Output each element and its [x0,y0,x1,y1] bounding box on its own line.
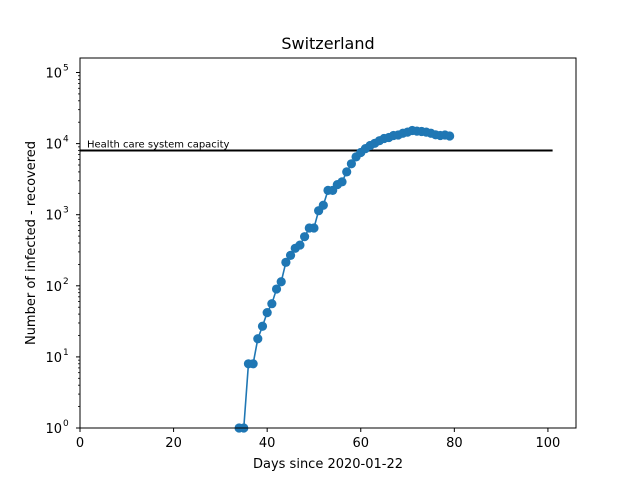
data-point [295,240,305,250]
capacity-label: Health care system capacity [87,140,229,151]
data-point [337,177,347,187]
y-tick-exponent: 3 [63,206,69,216]
plot-frame [79,57,577,429]
data-point [309,223,319,233]
chart-title: Switzerland [281,34,374,53]
y-tick-label: 10 [45,422,62,437]
y-tick-exponent: 0 [63,419,69,429]
data-point [342,167,352,177]
data-point [445,131,455,141]
y-tick-exponent: 2 [63,277,69,287]
data-point [318,200,328,210]
data-point [248,359,258,369]
y-tick-label: 10 [45,280,62,295]
y-tick-exponent: 1 [63,348,69,358]
y-tick-exponent: 4 [63,135,69,145]
y-tick-label: 10 [45,209,62,224]
data-point [300,232,310,242]
x-tick-label: 100 [536,436,561,451]
data-point [285,250,296,260]
data-point [281,257,291,267]
data-point [262,307,272,318]
x-tick-label: 40 [259,436,276,451]
data-point [253,334,263,344]
y-tick-exponent: 5 [63,64,69,74]
x-tick-label: 60 [352,436,369,451]
x-tick-label: 20 [165,436,182,451]
plot-content: Health care system capacity [80,125,553,433]
x-axis: 0 20 40 60 80 100 [76,428,560,451]
y-tick-label: 10 [45,351,62,366]
x-axis-label: Days since 2020-01-22 [253,457,403,472]
y-axis-label: Number of infected - recovered [24,141,39,345]
data-point [267,299,277,309]
x-tick-label: 0 [76,436,84,451]
data-point [257,321,268,331]
data-point [271,284,282,294]
data-point [276,277,286,287]
x-tick-label: 80 [446,436,463,451]
data-point [346,159,356,169]
y-tick-label: 10 [45,67,62,82]
y-tick-label: 10 [45,138,62,153]
